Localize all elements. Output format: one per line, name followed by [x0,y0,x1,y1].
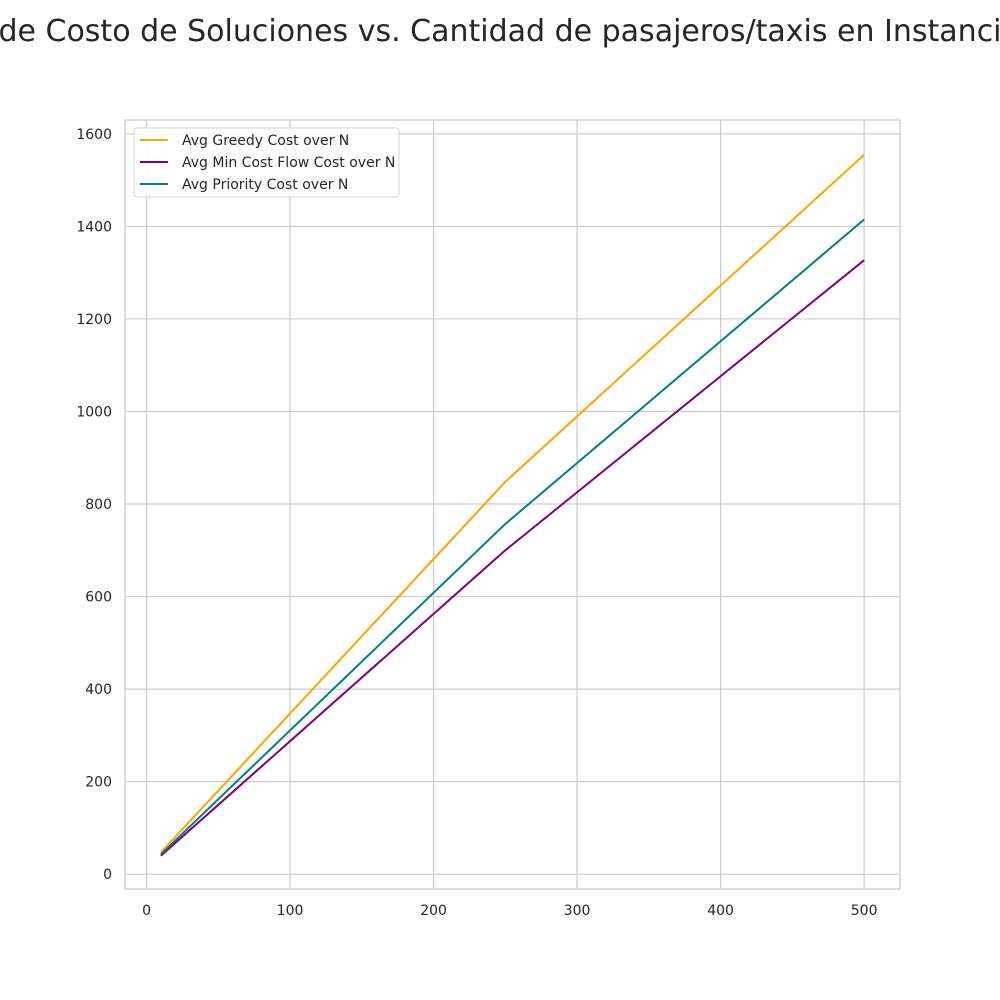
x-tick-label: 0 [142,903,151,919]
title-area: de Costo de Soluciones vs. Cantidad de p… [0,0,1000,70]
y-tick-label: 600 [85,590,112,606]
chart-title: de Costo de Soluciones vs. Cantidad de p… [0,14,1000,49]
x-tick-label: 300 [564,903,591,919]
tick-labels: 0 100 200 300 400 500 0 200 400 600 800 1000 1200 140… [76,127,877,919]
y-tick-label: 1400 [76,219,112,235]
y-tick-label: 400 [85,682,112,698]
y-tick-label: 1200 [76,312,112,328]
grid [125,120,900,889]
x-tick-label: 200 [420,903,447,919]
legend-box [133,127,400,198]
y-tick-label: 1000 [76,404,112,420]
x-tick-label: 100 [277,903,304,919]
x-tick-label: 500 [851,903,878,919]
series-line-2 [160,259,865,857]
y-tick-label: 800 [85,497,112,513]
legend-label: Avg Min Cost Flow Cost over N [182,155,395,171]
legend-label: Avg Priority Cost over N [182,177,348,193]
series-layer [160,153,865,857]
series-line-3 [160,218,865,856]
series-line-1 [160,153,865,854]
plot-frame [124,119,901,890]
y-tick-label: 1600 [76,127,112,143]
y-tick-label: 0 [103,867,112,883]
legend-label: Avg Greedy Cost over N [182,133,349,149]
x-tick-label: 400 [707,903,734,919]
y-tick-label: 200 [85,775,112,791]
legend: Avg Greedy Cost over N Avg Min Cost Flow … [133,127,400,198]
